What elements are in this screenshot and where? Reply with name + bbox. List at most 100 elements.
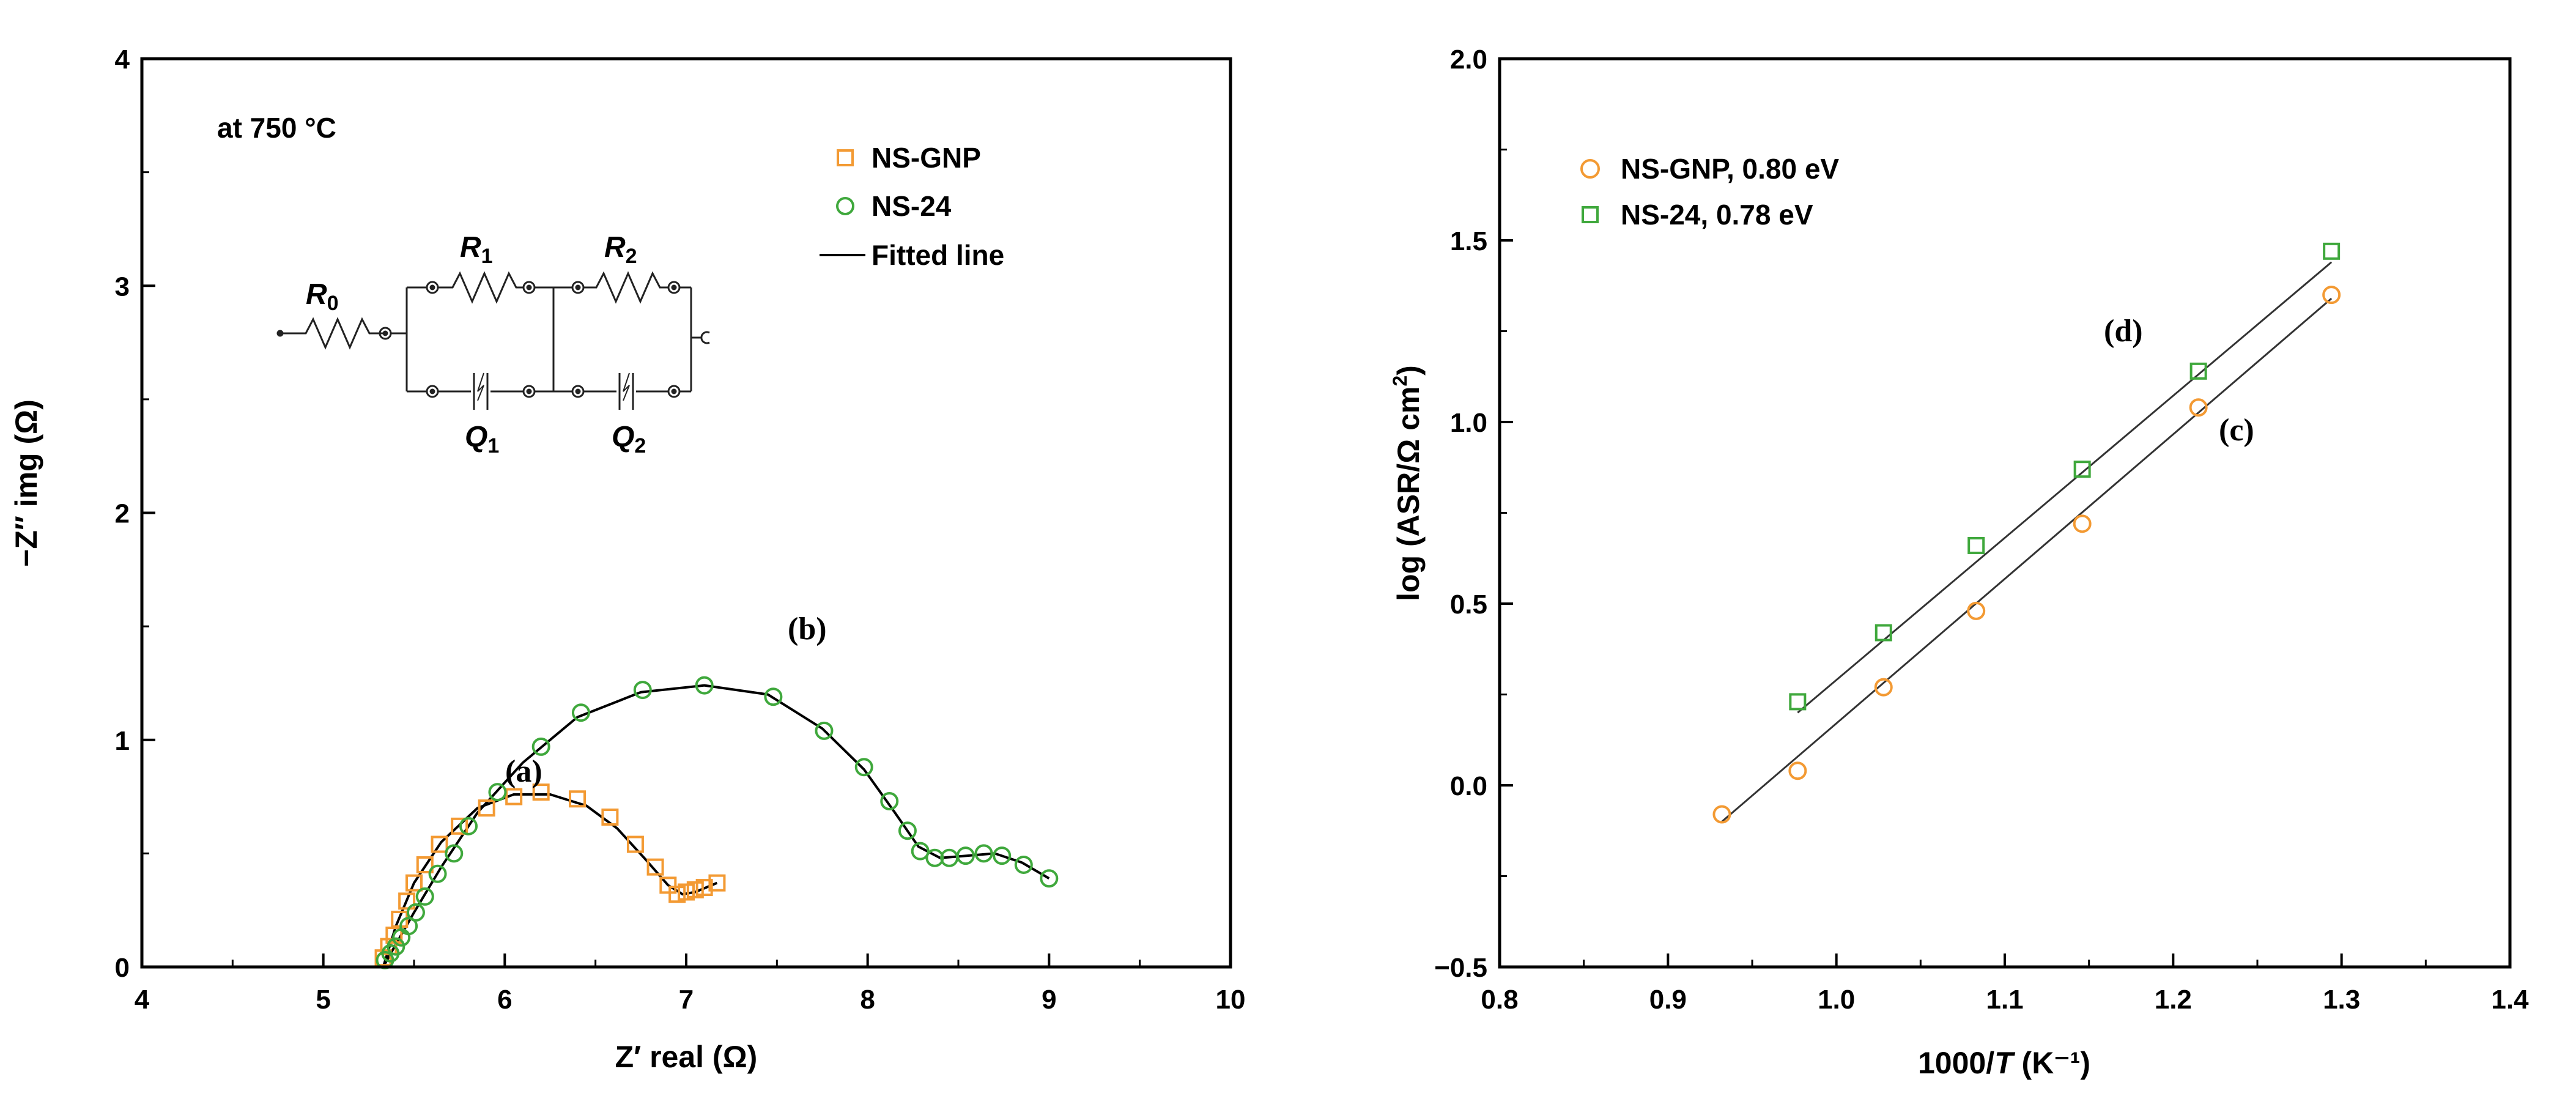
left-point-ns-gnp — [532, 783, 550, 801]
left-point-ns-gnp — [695, 879, 713, 897]
curve-label-c: (c) — [2219, 413, 2254, 448]
right-ticks: 0.8 0.9 1.0 1.1 1.2 1.3 1.4 −0.5 0.0 0.5 1.0 1.5 2.0 — [1434, 45, 2529, 1015]
left-point-ns-24 — [531, 737, 550, 756]
right-point-ns-24-0-78-ev — [1875, 624, 1892, 642]
left-point-ns-gnp — [431, 835, 448, 853]
label-q2: Q2 — [612, 421, 646, 457]
legend-label-ns-gnp: NS-GNP — [872, 142, 981, 174]
curve-label-a: (a) — [505, 754, 542, 789]
label-r0: R0 — [306, 278, 339, 315]
right-x-axis-label: 1000/T (K⁻¹) — [1918, 1046, 2090, 1080]
circuit-terminal-right — [700, 331, 710, 344]
curve-label-b: (b) — [788, 612, 827, 646]
left-point-ns-gnp — [708, 874, 726, 892]
left-y-tick-label: 0 — [115, 953, 130, 983]
legend-marker-ns-gnp — [1580, 159, 1600, 179]
label-q1: Q1 — [465, 421, 499, 457]
left-point-ns-24 — [387, 937, 405, 956]
label-r1: R1 — [460, 231, 493, 268]
left-x-tick-label: 5 — [316, 985, 330, 1015]
right-point-ns-24-0-78-ev — [1967, 536, 1985, 554]
resistor-r2 — [583, 271, 668, 304]
resistor-r0 — [283, 317, 385, 350]
right-point-ns-gnp-0-80-ev — [2322, 286, 2341, 305]
right-x-tick-label: 1.3 — [2323, 985, 2360, 1015]
left-point-ns-24 — [764, 687, 783, 706]
right-point-ns-gnp-0-80-ev — [1874, 678, 1893, 697]
right-y-tick-label: 2.0 — [1450, 45, 1487, 75]
arrhenius-panel: log (ASR/Ω cm2) 1000/T (K⁻¹) 0.8 0.9 1.0 1.… — [1389, 45, 2529, 1080]
right-y-tick-label: 1.5 — [1450, 226, 1487, 256]
left-point-ns-24 — [815, 721, 834, 740]
left-point-ns-24 — [898, 821, 917, 840]
left-point-ns-gnp — [668, 886, 686, 903]
left-point-ns-gnp — [686, 881, 704, 898]
left-point-ns-24 — [974, 844, 993, 863]
left-y-tick-label: 1 — [115, 726, 130, 756]
left-markers — [374, 676, 1059, 969]
legend-label-ns-24: NS-24 — [872, 190, 952, 222]
curve-label-d: (d) — [2104, 314, 2143, 349]
left-point-ns-24 — [399, 917, 418, 936]
right-fit-lines — [1721, 261, 2333, 823]
left-x-tick-label: 7 — [679, 985, 694, 1015]
left-point-ns-24 — [488, 783, 507, 802]
left-point-ns-24 — [428, 864, 447, 883]
right-y-axis-label: log (ASR/Ω cm2) — [1389, 365, 1426, 601]
left-point-ns-24 — [925, 848, 944, 867]
left-point-ns-24 — [880, 791, 899, 810]
left-point-ns-24 — [993, 846, 1012, 865]
left-point-ns-24 — [571, 703, 590, 722]
left-point-ns-24 — [956, 846, 975, 865]
left-x-tick-label: 4 — [135, 985, 150, 1015]
legend-marker-ns-24 — [1582, 206, 1599, 223]
left-point-ns-gnp — [451, 817, 468, 835]
left-point-ns-gnp — [626, 835, 644, 853]
right-fit-line-ns-24-0-78-ev — [1797, 261, 2333, 714]
right-x-tick-label: 1.2 — [2155, 985, 2192, 1015]
left-point-ns-gnp — [478, 799, 495, 817]
legend-label-ns-24-ea: NS-24, 0.78 eV — [1621, 199, 1813, 231]
left-point-ns-24 — [1014, 855, 1033, 874]
left-point-ns-24 — [1040, 869, 1059, 888]
left-legend: NS-GNP NS-24 Fitted line — [820, 142, 1004, 271]
left-ticks: 4 5 6 7 8 9 10 0 1 2 3 4 — [115, 45, 1246, 1015]
nyquist-panel: −Z″ img (Ω) Z′ real (Ω) 4 5 6 7 8 9 10 0 1 2 3 4 at… — [9, 45, 1245, 1074]
right-y-tick-label: 1.0 — [1450, 408, 1487, 438]
left-point-ns-gnp — [398, 892, 416, 910]
right-y-tick-label: 0.5 — [1450, 590, 1487, 620]
left-point-ns-24 — [445, 844, 464, 863]
left-point-ns-24 — [854, 758, 873, 777]
left-line-fitted-b — [382, 684, 1050, 968]
left-x-tick-label: 9 — [1042, 985, 1056, 1015]
equivalent-circuit — [276, 271, 710, 410]
left-x-axis-label: Z′ real (Ω) — [615, 1040, 758, 1074]
left-point-ns-24 — [459, 816, 478, 835]
right-x-tick-label: 1.0 — [1818, 985, 1855, 1015]
left-point-ns-24 — [415, 887, 434, 906]
right-point-ns-24-0-78-ev — [1789, 693, 1807, 711]
right-legend: NS-GNP, 0.80 eV NS-24, 0.78 eV — [1580, 153, 1839, 231]
right-x-tick-label: 0.8 — [1481, 985, 1518, 1015]
right-point-ns-24-0-78-ev — [2323, 242, 2341, 260]
left-point-ns-24 — [911, 842, 930, 861]
left-x-tick-label: 10 — [1216, 985, 1246, 1015]
temperature-annotation: at 750 °C — [217, 112, 336, 144]
right-x-tick-label: 0.9 — [1649, 985, 1687, 1015]
right-x-tick-label: 1.1 — [1986, 985, 2023, 1015]
circuit-terminal-left — [276, 330, 284, 337]
left-y-tick-label: 3 — [115, 272, 130, 302]
left-y-tick-label: 4 — [115, 45, 130, 75]
right-point-ns-24-0-78-ev — [2189, 362, 2207, 380]
left-x-tick-label: 8 — [860, 985, 875, 1015]
legend-label-fitted-line: Fitted line — [872, 239, 1004, 271]
left-fitted-lines — [382, 684, 1050, 968]
left-point-ns-24 — [406, 903, 425, 922]
right-point-ns-gnp-0-80-ev — [1967, 601, 1986, 620]
right-point-ns-gnp-0-80-ev — [2189, 398, 2208, 417]
legend-marker-ns-24 — [836, 197, 854, 215]
right-fit-line-ns-gnp-0-80-ev — [1721, 297, 2333, 823]
right-point-ns-gnp-0-80-ev — [2073, 514, 2092, 533]
left-point-ns-24 — [633, 681, 652, 700]
